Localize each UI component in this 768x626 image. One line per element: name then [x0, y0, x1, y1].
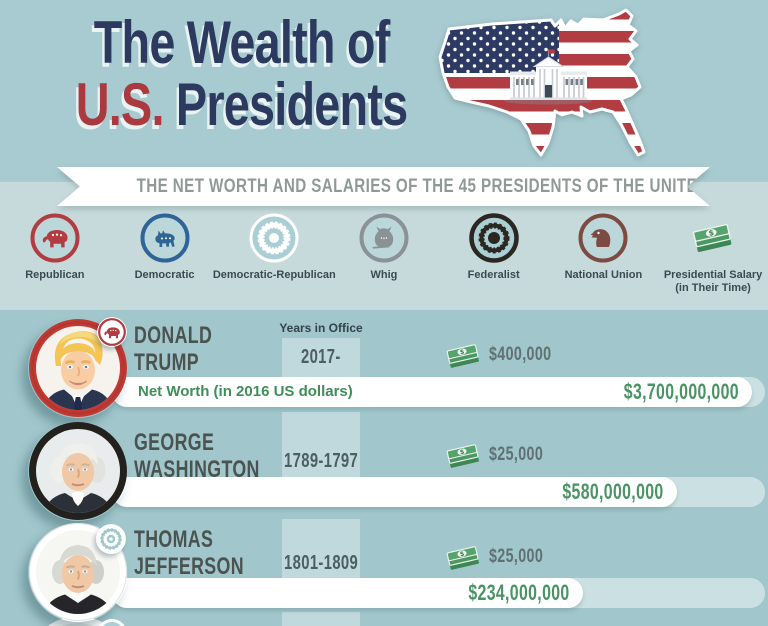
years-in-office-value: 2017- — [261, 346, 381, 369]
legend-label: Democratic — [134, 269, 195, 281]
banner-text: THE NET WORTH AND SALARIES OF THE 45 PRE… — [136, 176, 768, 197]
legend-label: Democratic-Republican — [212, 269, 336, 281]
title-presidents: Presidents — [176, 71, 408, 138]
years-column-band — [282, 338, 360, 377]
last-name: JEFFERSON — [134, 553, 244, 580]
democratic-republican-icon — [249, 213, 299, 263]
net-worth-axis-label: Net Worth (in 2016 US dollars) — [138, 383, 353, 400]
legend-item-whig: Whig — [329, 213, 439, 295]
party-legend: Republican Democratic Democratic-Republi… — [0, 213, 768, 295]
money-stack-icon — [446, 546, 480, 571]
whig-owl-icon — [359, 213, 409, 263]
salary-text: $400,000 — [489, 344, 552, 365]
salary-value: $25,000 — [489, 546, 561, 568]
net-worth-bar-washington: $580,000,000 — [112, 477, 677, 507]
first-name: DONALD — [134, 322, 213, 349]
salary-value: $400,000 — [489, 344, 572, 366]
legend-item-republican: Republican — [0, 213, 110, 295]
avatar-george-washington — [29, 422, 127, 520]
party-badge-democratic-republican-icon — [96, 524, 126, 554]
years-column-band — [282, 612, 360, 626]
title-line1: The Wealth of — [94, 9, 391, 76]
net-worth-value: $3,700,000,000 — [623, 379, 739, 404]
net-worth-bar-trump: Net Worth (in 2016 US dollars) $3,700,00… — [112, 377, 752, 407]
years-text: 1789-1797 — [283, 450, 359, 472]
president-name: THOMAS JEFFERSON — [134, 526, 283, 580]
years-text: 1801-1809 — [283, 552, 359, 574]
national-union-eagle-icon — [578, 213, 628, 263]
legend-item-presidential-salary: Presidential Salary (in Their Time) — [658, 213, 768, 295]
net-worth-value: $580,000,000 — [562, 479, 664, 504]
federalist-icon — [468, 213, 519, 263]
years-column-band — [282, 519, 360, 581]
salary-text: $25,000 — [489, 444, 544, 465]
salary-value: $25,000 — [489, 444, 561, 466]
first-name: GEORGE — [134, 429, 215, 456]
legend-label: Whig — [370, 269, 398, 281]
legend-label-two-line: Presidential Salary (in Their Time) — [664, 269, 762, 295]
legend-item-democratic: Democratic — [110, 213, 220, 295]
legend-label: Republican — [25, 269, 85, 281]
democratic-donkey-icon — [140, 213, 190, 263]
salary-text: $25,000 — [489, 546, 544, 567]
legend-label: Federalist — [467, 269, 520, 281]
title-us: U.S. — [76, 71, 165, 138]
president-name: GEORGE WASHINGTON — [134, 429, 304, 483]
last-name: WASHINGTON — [134, 456, 260, 483]
years-in-office-header: Years in Office — [279, 321, 363, 335]
money-stack-icon — [446, 444, 480, 469]
legend-label: National Union — [564, 269, 643, 281]
party-badge-republican-icon — [97, 317, 127, 347]
legend-item-federalist: Federalist — [439, 213, 549, 295]
last-name: TRUMP — [134, 349, 199, 376]
avatar-donald-trump — [29, 319, 127, 417]
page-title: The Wealth of U.S. Presidents — [20, 12, 464, 136]
avatar-thomas-jefferson — [29, 523, 127, 621]
first-name: THOMAS — [134, 526, 214, 553]
salary-money-icon — [692, 223, 733, 253]
president-name: DONALD TRUMP — [134, 322, 240, 376]
years-in-office-value: 1801-1809 — [261, 552, 381, 575]
years-text: 2017- — [301, 346, 341, 368]
white-house-icon — [504, 49, 592, 105]
money-stack-icon — [446, 344, 480, 369]
years-in-office-value: 1789-1797 — [261, 450, 381, 473]
years-column-band — [282, 412, 360, 477]
rows-section-background — [0, 310, 768, 626]
republican-elephant-icon — [30, 213, 80, 263]
title-line2: U.S. Presidents — [76, 74, 408, 136]
net-worth-value: $234,000,000 — [468, 580, 570, 605]
legend-sublabel: (in Their Time) — [675, 282, 751, 294]
legend-item-democratic-republican: Democratic-Republican — [213, 213, 336, 295]
net-worth-bar-jefferson: $234,000,000 — [112, 578, 583, 608]
legend-item-national-union: National Union — [549, 213, 659, 295]
us-map-flag-graphic — [438, 8, 646, 157]
banner-ribbon: THE NET WORTH AND SALARIES OF THE 45 PRE… — [57, 167, 710, 206]
legend-label: Presidential Salary — [663, 269, 763, 281]
